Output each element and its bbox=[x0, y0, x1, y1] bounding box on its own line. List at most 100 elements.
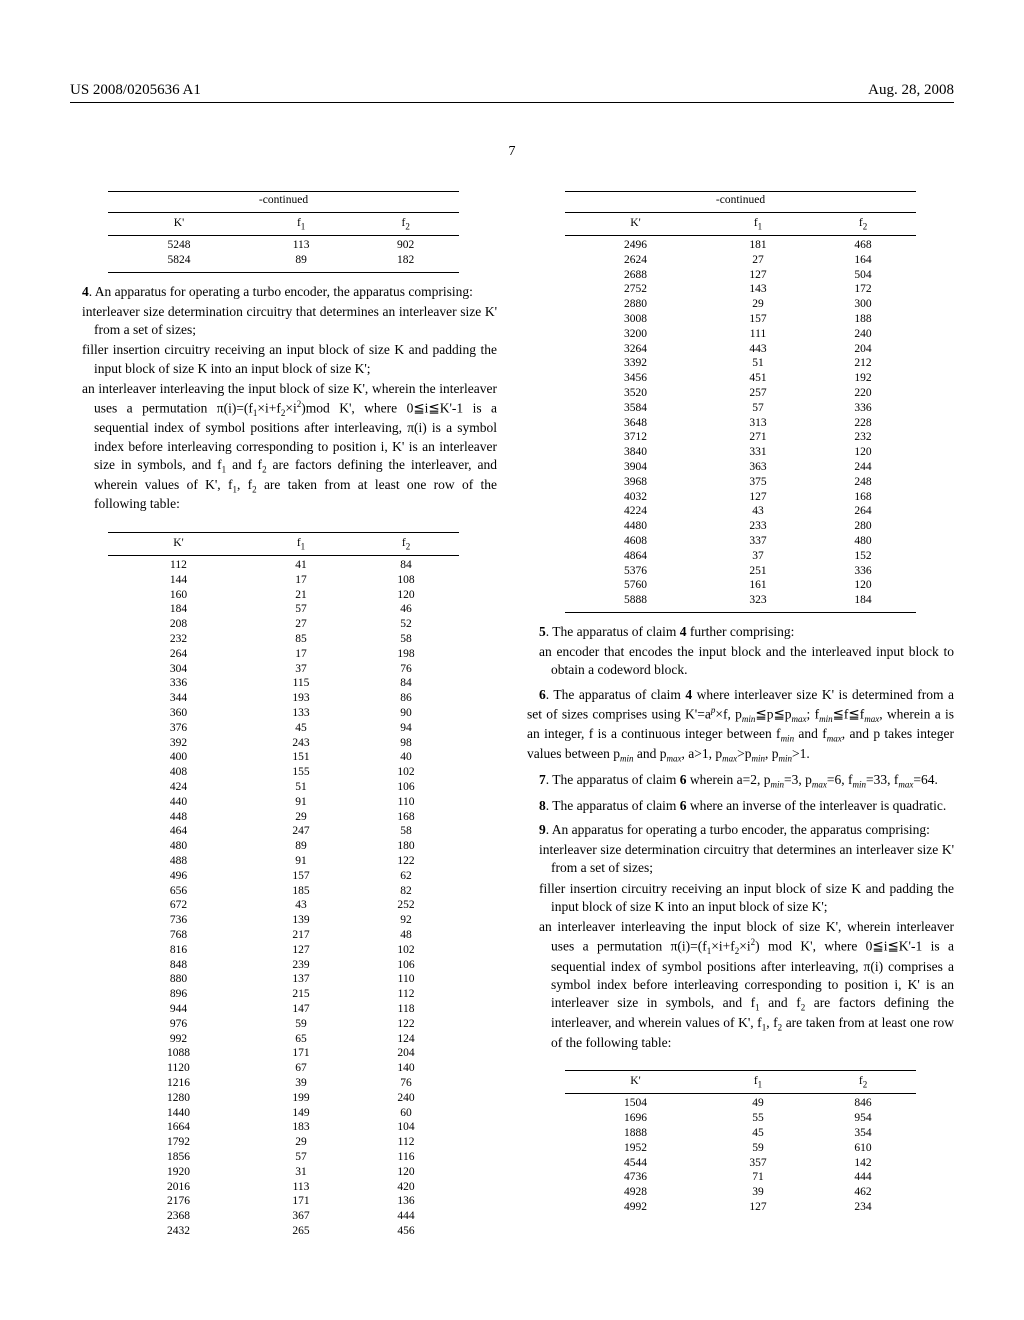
table-row: 40015140 bbox=[108, 751, 458, 766]
col-k: K' bbox=[174, 217, 184, 229]
table-row: 4480233280 bbox=[565, 520, 915, 535]
table-left-top: -continued K' f1 f2 5248113902582489182 bbox=[108, 191, 458, 273]
table-row: 188845354 bbox=[565, 1126, 915, 1141]
table-row: 3520257220 bbox=[565, 387, 915, 402]
table-row: 2368367444 bbox=[108, 1210, 458, 1225]
table-row: 195259610 bbox=[565, 1141, 915, 1156]
page-number: 7 bbox=[70, 143, 954, 162]
table-row: 36013390 bbox=[108, 707, 458, 722]
claim-5-b1: an encoder that encodes the input block … bbox=[527, 643, 954, 679]
table-row: 896215112 bbox=[108, 988, 458, 1003]
table-row: 39224398 bbox=[108, 736, 458, 751]
table-row: 2328558 bbox=[108, 633, 458, 648]
table-row: 4608337480 bbox=[565, 535, 915, 550]
table-caption: -continued bbox=[108, 192, 458, 213]
table-row: 76821748 bbox=[108, 929, 458, 944]
claim-9-b1: interleaver size determination circuitry… bbox=[527, 841, 954, 877]
table-row: 1088171204 bbox=[108, 1047, 458, 1062]
table-header-row: K' f1 f2 bbox=[108, 212, 458, 235]
table-row: 169655954 bbox=[565, 1112, 915, 1127]
table-row: 34419386 bbox=[108, 692, 458, 707]
table-header-row: K' f1 f2 bbox=[565, 1070, 915, 1093]
table-row: 5888323184 bbox=[565, 594, 915, 613]
table-row: 3968375248 bbox=[565, 475, 915, 490]
claim-4-b1: interleaver size determination circuitry… bbox=[70, 303, 497, 339]
claim-9-b2: filler insertion circuitry receiving an … bbox=[527, 880, 954, 916]
claim-7: 7. The apparatus of claim 6 wherein a=2,… bbox=[527, 771, 954, 791]
table-row: 3008157188 bbox=[565, 313, 915, 328]
claim-5: 5. The apparatus of claim 4 further comp… bbox=[527, 623, 954, 641]
table-row: 65618582 bbox=[108, 884, 458, 899]
claim-4-b3: an interleaver interleaving the input bl… bbox=[70, 380, 497, 514]
table-row: 2082752 bbox=[108, 618, 458, 633]
left-column: -continued K' f1 f2 5248113902582489182 … bbox=[70, 187, 497, 1249]
table-row: 12163976 bbox=[108, 1076, 458, 1091]
table-row: 44829168 bbox=[108, 810, 458, 825]
tbody-right-top: 2496181468262427164268812750427521431722… bbox=[565, 236, 915, 613]
table-row: 2432265456 bbox=[108, 1224, 458, 1239]
claim-6: 6. The apparatus of claim 4 where interl… bbox=[527, 686, 954, 765]
claim-9: 9. An apparatus for operating a turbo en… bbox=[527, 821, 954, 839]
tbody-left-main: 1124184144171081602112018457462082752232… bbox=[108, 556, 458, 1240]
table-row: 1124184 bbox=[108, 556, 458, 574]
table-row: 339251212 bbox=[565, 357, 915, 372]
table-row: 486437152 bbox=[565, 549, 915, 564]
table-row: 848239106 bbox=[108, 958, 458, 973]
table-row: 3840331120 bbox=[565, 446, 915, 461]
right-column: -continued K' f1 f2 24961814682624271642… bbox=[527, 187, 954, 1249]
table-row: 3648313228 bbox=[565, 416, 915, 431]
table-row: 582489182 bbox=[108, 253, 458, 272]
table-right-top: -continued K' f1 f2 24961814682624271642… bbox=[565, 191, 915, 613]
table-row: 288029300 bbox=[565, 298, 915, 313]
table-row: 48891122 bbox=[108, 855, 458, 870]
table-row: 144014960 bbox=[108, 1106, 458, 1121]
table-row: 3043776 bbox=[108, 662, 458, 677]
table-row: 2016113420 bbox=[108, 1180, 458, 1195]
table-row: 5376251336 bbox=[565, 564, 915, 579]
table-row: 358457336 bbox=[565, 401, 915, 416]
table-row: 3264443204 bbox=[565, 342, 915, 357]
claim-4-b2: filler insertion circuitry receiving an … bbox=[70, 341, 497, 377]
table-row: 112067140 bbox=[108, 1062, 458, 1077]
table-row: 5760161120 bbox=[565, 579, 915, 594]
table-row: 33611584 bbox=[108, 677, 458, 692]
table-row: 2752143172 bbox=[565, 283, 915, 298]
table-header-row: K' f1 f2 bbox=[108, 532, 458, 555]
table-row: 816127102 bbox=[108, 943, 458, 958]
table-row: 97659122 bbox=[108, 1017, 458, 1032]
table-row: 99265124 bbox=[108, 1032, 458, 1047]
table-row: 44091110 bbox=[108, 795, 458, 810]
table-row: 1664183104 bbox=[108, 1121, 458, 1136]
table-row: 42451106 bbox=[108, 781, 458, 796]
table-row: 2176171136 bbox=[108, 1195, 458, 1210]
table-row: 422443264 bbox=[565, 505, 915, 520]
table-row: 185657116 bbox=[108, 1150, 458, 1165]
table-row: 179229112 bbox=[108, 1136, 458, 1151]
table-row: 3904363244 bbox=[565, 461, 915, 476]
table-row: 150449846 bbox=[565, 1094, 915, 1112]
table-row: 3764594 bbox=[108, 721, 458, 736]
table-row: 4992127234 bbox=[565, 1200, 915, 1215]
table-row: 3456451192 bbox=[565, 372, 915, 387]
table-row: 492839462 bbox=[565, 1186, 915, 1201]
table-header-row: K' f1 f2 bbox=[565, 212, 915, 235]
table-row: 16021120 bbox=[108, 588, 458, 603]
table-row: 3712271232 bbox=[565, 431, 915, 446]
table-row: 48089180 bbox=[108, 840, 458, 855]
table-row: 26417198 bbox=[108, 647, 458, 662]
table-row: 4544357142 bbox=[565, 1156, 915, 1171]
tbody-left-top: 5248113902582489182 bbox=[108, 236, 458, 273]
table-left-main: K' f1 f2 1124184144171081602112018457462… bbox=[108, 532, 458, 1240]
page-header: US 2008/0205636 A1 Aug. 28, 2008 bbox=[70, 80, 954, 103]
table-row: 67243252 bbox=[108, 899, 458, 914]
claim-8: 8. The apparatus of claim 6 where an inv… bbox=[527, 797, 954, 815]
table-row: 73613992 bbox=[108, 914, 458, 929]
table-row: 1280199240 bbox=[108, 1091, 458, 1106]
table-row: 49615762 bbox=[108, 869, 458, 884]
doc-number: US 2008/0205636 A1 bbox=[70, 80, 201, 100]
table-row: 4032127168 bbox=[565, 490, 915, 505]
table-row: 2496181468 bbox=[565, 236, 915, 254]
table-row: 2688127504 bbox=[565, 268, 915, 283]
table-row: 944147118 bbox=[108, 1002, 458, 1017]
claim-9-b3: an interleaver interleaving the input bl… bbox=[527, 918, 954, 1052]
